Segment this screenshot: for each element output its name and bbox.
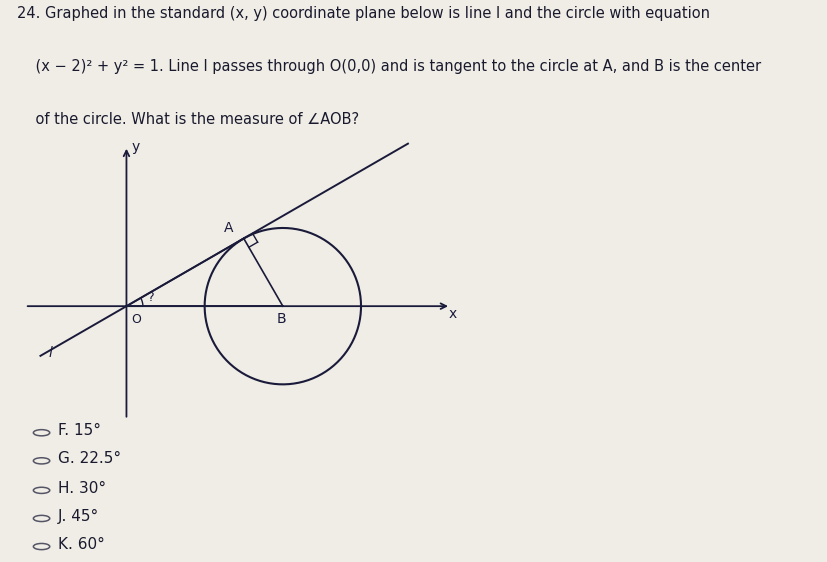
Text: J. 45°: J. 45° [58,509,99,524]
Text: x: x [448,307,457,321]
Text: 24. Graphed in the standard (x, y) coordinate plane below is line l and the circ: 24. Graphed in the standard (x, y) coord… [17,6,710,21]
Text: ?: ? [146,291,154,303]
Text: O: O [131,314,141,327]
Text: A: A [224,221,234,235]
Text: (x − 2)² + y² = 1. Line l passes through O(0,0) and is tangent to the circle at : (x − 2)² + y² = 1. Line l passes through… [17,59,761,74]
Text: l: l [48,346,52,360]
Text: B: B [276,312,286,327]
Text: y: y [132,140,141,155]
Text: of the circle. What is the measure of ∠AOB?: of the circle. What is the measure of ∠A… [17,112,359,127]
Text: H. 30°: H. 30° [58,481,107,496]
Text: G. 22.5°: G. 22.5° [58,451,122,466]
Text: F. 15°: F. 15° [58,423,101,438]
Text: K. 60°: K. 60° [58,537,105,552]
